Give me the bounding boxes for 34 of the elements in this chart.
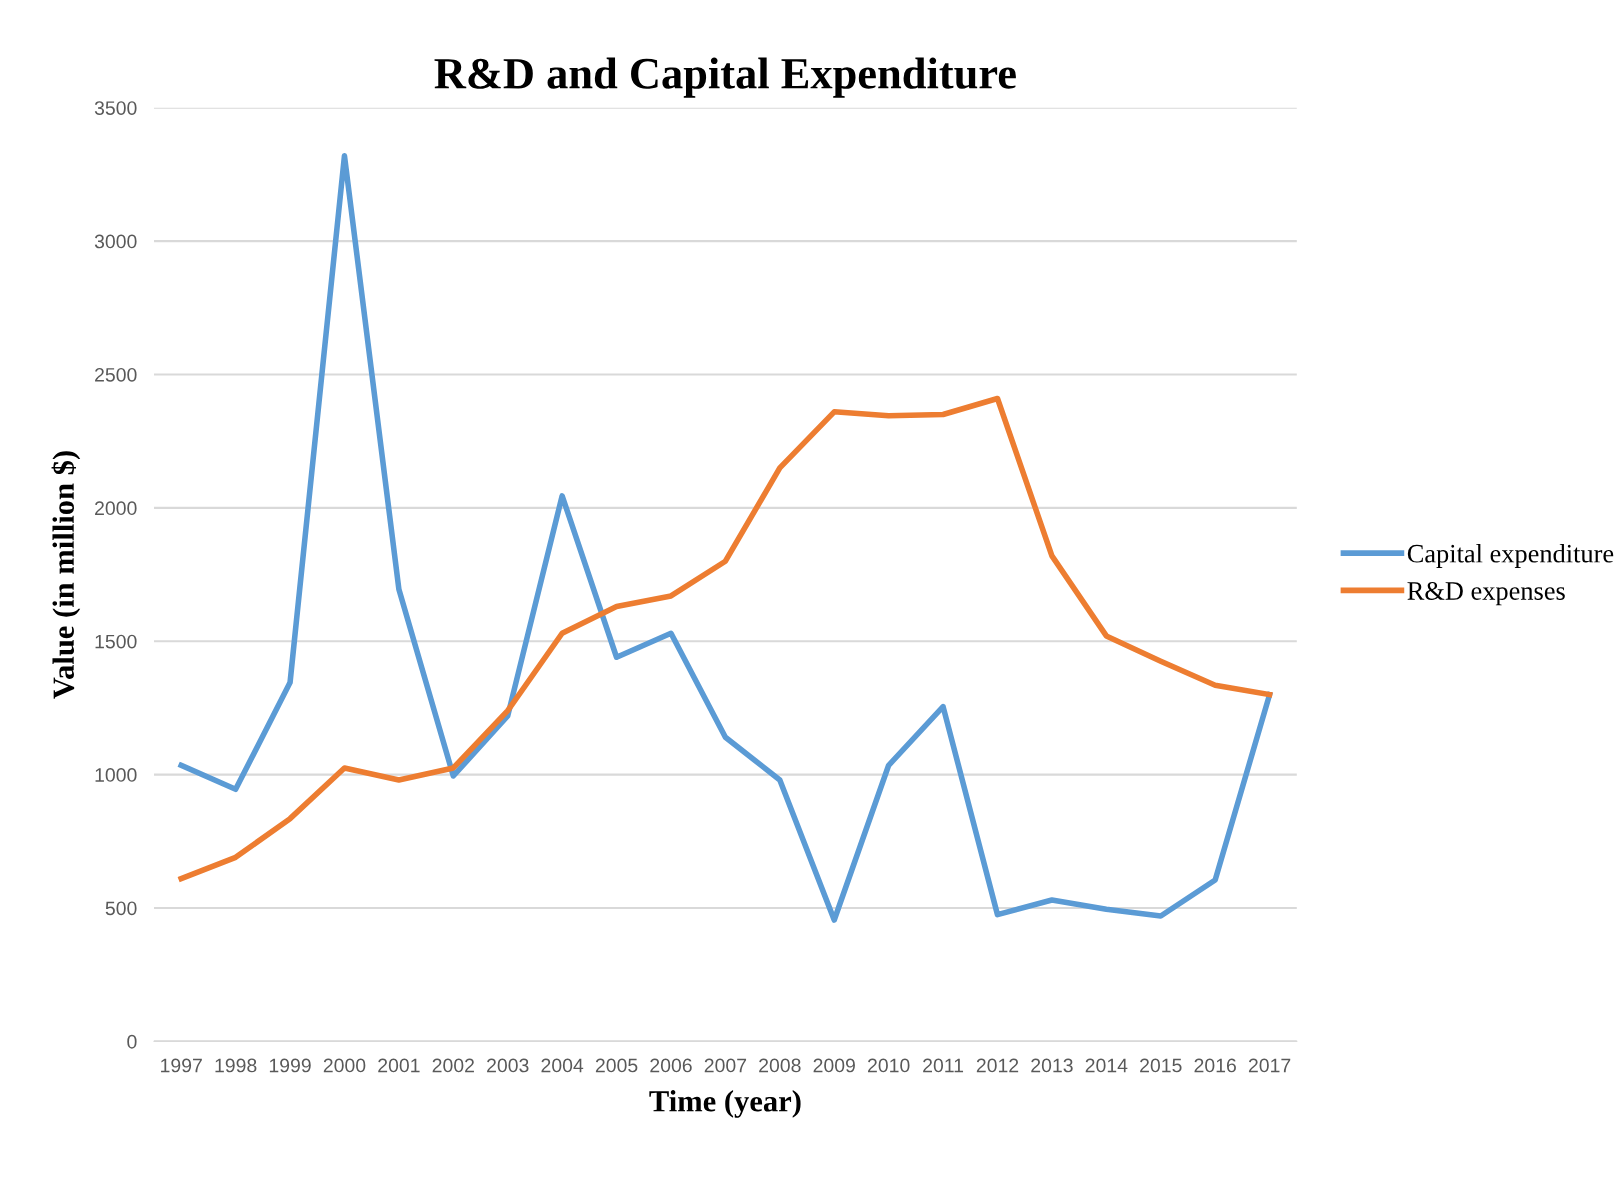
x-axis-title: Time (year) (649, 1090, 801, 1118)
y-tick-label: 1500 (95, 634, 137, 649)
x-tick-label: 2000 (323, 1058, 366, 1073)
legend-label: R&D expenses (1407, 582, 1565, 606)
x-tick-label: 2015 (1140, 1058, 1182, 1073)
x-tick-label: 2006 (650, 1058, 692, 1073)
y-tick-label: 1000 (95, 768, 137, 782)
x-tick-label: 2009 (813, 1058, 855, 1073)
x-tick-label: 2012 (976, 1058, 1019, 1073)
y-tick-label: 3500 (94, 101, 137, 115)
chart-title: R&D and Capital Expenditure (434, 57, 1016, 98)
x-tick-label: 1999 (269, 1058, 311, 1073)
y-tick-label: 500 (105, 901, 137, 916)
x-tick-label: 2003 (487, 1058, 529, 1073)
y-tick-label: 2500 (95, 367, 137, 382)
x-tick-label: 1998 (215, 1058, 257, 1073)
x-tick-label: 2013 (1031, 1058, 1073, 1073)
x-tick-label: 2016 (1194, 1058, 1236, 1073)
y-tick-label: 2000 (95, 501, 137, 516)
y-tick-label: 0 (127, 1034, 137, 1049)
y-axis-title: Value (in million $) (51, 451, 81, 699)
x-tick-label: 2001 (378, 1058, 420, 1073)
x-tick-label: 2004 (541, 1058, 584, 1073)
x-tick-label: 2008 (759, 1058, 801, 1073)
x-tick-label: 2002 (432, 1058, 474, 1073)
x-tick-label: 2010 (868, 1058, 910, 1073)
x-tick-label: 2017 (1248, 1058, 1291, 1073)
y-tick-label: 3000 (94, 234, 137, 249)
x-tick-label: 2007 (704, 1058, 747, 1073)
x-tick-label: 2011 (923, 1058, 964, 1073)
legend-label: Capital expenditure (1407, 544, 1614, 568)
x-tick-label: 1997 (161, 1058, 202, 1073)
x-tick-label: 2005 (595, 1058, 638, 1073)
x-tick-label: 2014 (1085, 1058, 1128, 1073)
